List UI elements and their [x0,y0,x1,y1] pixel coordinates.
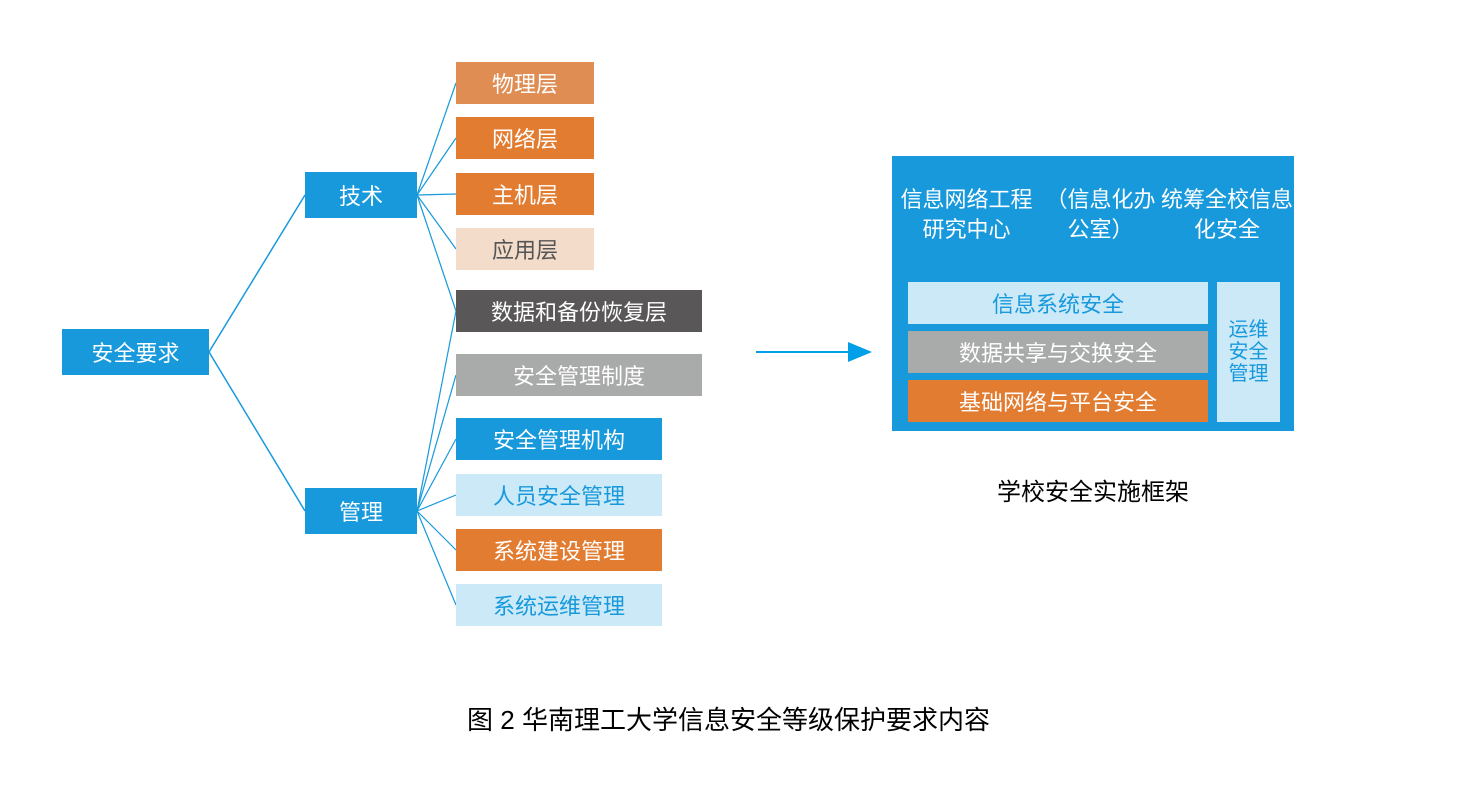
right-row-data-exchange: 数据共享与交换安全 [908,331,1208,373]
right-side-ops-security: 运维安全管理 [1217,282,1280,422]
leaf-network-layer: 网络层 [456,117,594,159]
leaf-physical-layer: 物理层 [456,62,594,104]
leaf-host-layer: 主机层 [456,173,594,215]
leaf-app-layer: 应用层 [456,228,594,270]
leaf-data-backup-layer: 数据和备份恢复层 [456,290,702,332]
leaf-security-org: 安全管理机构 [456,418,662,460]
leaf-personnel-mgmt: 人员安全管理 [456,474,662,516]
right-panel-caption: 学校安全实施框架 [892,472,1294,507]
root-label: 安全要求 [91,336,179,368]
branch-tech: 技术 [305,172,417,218]
leaf-security-policy: 安全管理制度 [456,354,702,396]
leaf-system-build-mgmt: 系统建设管理 [456,529,662,571]
root-node: 安全要求 [62,329,209,375]
figure-caption: 图 2 华南理工大学信息安全等级保护要求内容 [0,700,1457,737]
right-row-info-system: 信息系统安全 [908,282,1208,324]
branch-mgmt-label: 管理 [339,495,383,527]
leaf-system-ops-mgmt: 系统运维管理 [456,584,662,626]
branch-tech-label: 技术 [339,179,383,211]
branch-mgmt: 管理 [305,488,417,534]
right-panel-header: 信息网络工程研究中心（信息化办公室）统筹全校信息化安全 [892,156,1294,274]
right-row-network-platform: 基础网络与平台安全 [908,380,1208,422]
